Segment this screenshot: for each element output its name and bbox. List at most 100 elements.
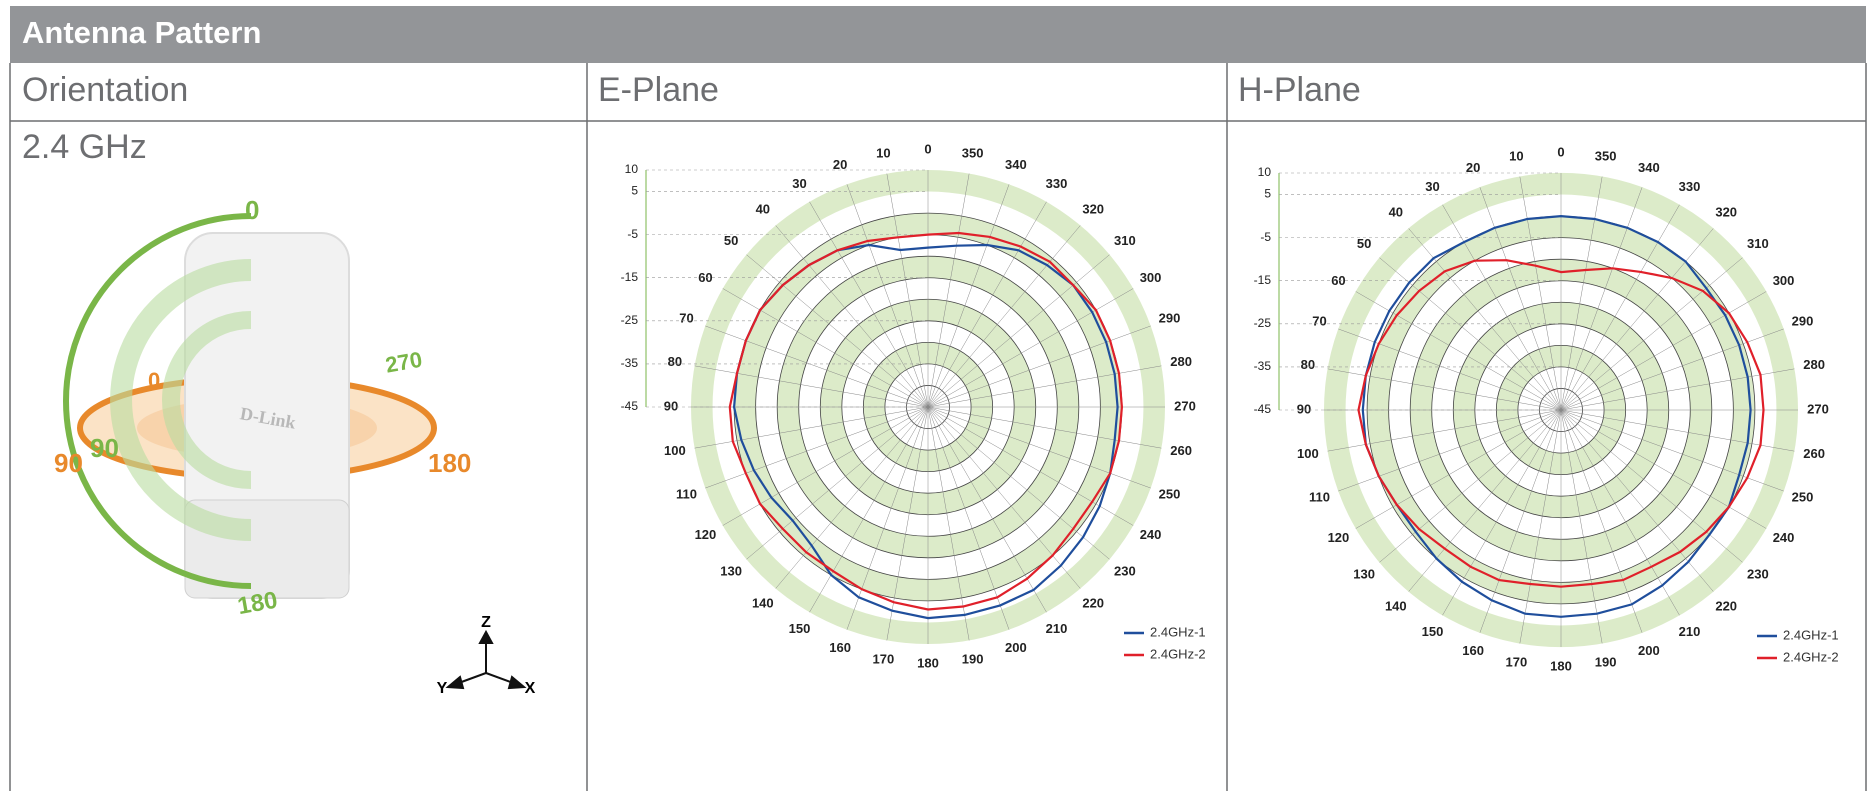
spoke: [846, 406, 929, 630]
spoke: [1560, 204, 1680, 411]
angle-label: 170: [1506, 655, 1528, 670]
spoke: [1560, 409, 1643, 633]
column-header: H-Plane: [1238, 71, 1361, 109]
pattern-line: [1357, 259, 1765, 588]
spoke: [927, 225, 1081, 408]
angle-label: 180: [1550, 658, 1572, 673]
r-tick-label: -5: [1260, 230, 1271, 244]
spoke: [809, 406, 929, 613]
legend-label: 2.4GHz-1: [1150, 624, 1206, 639]
angle-label: 190: [1595, 655, 1617, 670]
band: [1496, 345, 1626, 475]
angle-label: 110: [1309, 489, 1330, 504]
spoke: [1560, 176, 1603, 411]
angle-label: 150: [1422, 624, 1444, 639]
angle-label: 230: [1114, 564, 1136, 579]
angle-label: 130: [1353, 567, 1375, 582]
axes-icon: [445, 629, 527, 690]
spoke: [1560, 187, 1643, 411]
angle-label: 270: [1174, 398, 1196, 413]
angle-label: 240: [1773, 530, 1795, 545]
angle-label: 90: [1297, 401, 1311, 416]
angle-label: 10: [1509, 148, 1523, 163]
spoke: [927, 406, 1162, 449]
r-tick-label: -45: [621, 399, 639, 413]
angle-label: 100: [664, 443, 686, 458]
angle-label: 70: [679, 311, 693, 326]
angle-label: 330: [1679, 179, 1701, 194]
angle-label: 190: [962, 652, 984, 667]
spoke: [1560, 228, 1714, 411]
r-tick-label: 5: [631, 184, 638, 198]
spoke: [1408, 409, 1562, 592]
angle-label: 0: [245, 195, 259, 225]
angle-label: 180: [235, 587, 279, 621]
angle-label: 210: [1679, 624, 1701, 639]
spoke: [1560, 409, 1680, 616]
spoke: [1519, 409, 1562, 644]
angle-label: 270: [1807, 401, 1829, 416]
spoke: [746, 406, 929, 560]
r-tick-label: -5: [627, 227, 638, 241]
angle-label: 290: [1159, 311, 1181, 326]
angle-label: 150: [789, 621, 811, 636]
spoke: [694, 365, 929, 408]
angle-label: 300: [1773, 273, 1795, 288]
spoke: [722, 288, 929, 408]
axis-label: X: [525, 680, 536, 697]
angle-label: 120: [1328, 530, 1350, 545]
spoke: [1338, 409, 1562, 492]
spoke: [809, 201, 929, 408]
spoke: [886, 173, 929, 408]
spoke: [1479, 409, 1562, 633]
angle-label: 50: [724, 233, 738, 248]
angle-label: 330: [1046, 176, 1068, 191]
r-tick-label: -15: [621, 270, 639, 284]
angle-label: 260: [1803, 446, 1825, 461]
legend-label: 2.4GHz-1: [1783, 627, 1839, 642]
r-tick-label: 10: [625, 162, 639, 176]
green-arc: [63, 213, 252, 589]
row-label: 2.4 GHz: [22, 128, 147, 166]
spoke: [1560, 409, 1767, 529]
spoke: [927, 406, 1081, 589]
spoke: [927, 406, 970, 641]
spoke: [1560, 409, 1795, 452]
angle-label: 120: [695, 527, 717, 542]
angle-label: 90: [54, 448, 83, 478]
spoke: [927, 173, 970, 408]
pattern-line: [728, 231, 1124, 611]
spoke: [1560, 257, 1743, 411]
angle-label: 160: [829, 640, 851, 655]
angle-label: 220: [1715, 598, 1737, 613]
angle-label: 200: [1638, 643, 1660, 658]
spoke: [1519, 176, 1562, 411]
angle-label: 250: [1792, 489, 1814, 504]
spoke: [927, 365, 1162, 408]
spoke: [846, 184, 929, 408]
angle-label: 20: [1466, 160, 1480, 175]
spoke: [705, 325, 929, 408]
spoke: [1479, 187, 1562, 411]
r-tick-label: 5: [1264, 187, 1271, 201]
header-title: Antenna Pattern: [22, 15, 261, 50]
legend-label: 2.4GHz-2: [1783, 649, 1839, 664]
angle-label: 80: [1301, 357, 1315, 372]
band: [863, 342, 993, 472]
angle-label: 240: [1140, 527, 1162, 542]
angle-label: 130: [720, 564, 742, 579]
spoke: [746, 254, 929, 408]
spoke: [1560, 409, 1603, 644]
angle-label: 0: [1557, 144, 1564, 159]
angle-label: 220: [1082, 595, 1104, 610]
spoke: [1355, 409, 1562, 529]
spoke: [927, 325, 1151, 408]
spoke: [927, 201, 1047, 408]
spoke: [927, 406, 1151, 489]
pattern-line: [1361, 214, 1752, 618]
angle-label: 140: [1385, 598, 1407, 613]
angle-label: 310: [1114, 233, 1136, 248]
angle-label: 180: [917, 655, 939, 670]
